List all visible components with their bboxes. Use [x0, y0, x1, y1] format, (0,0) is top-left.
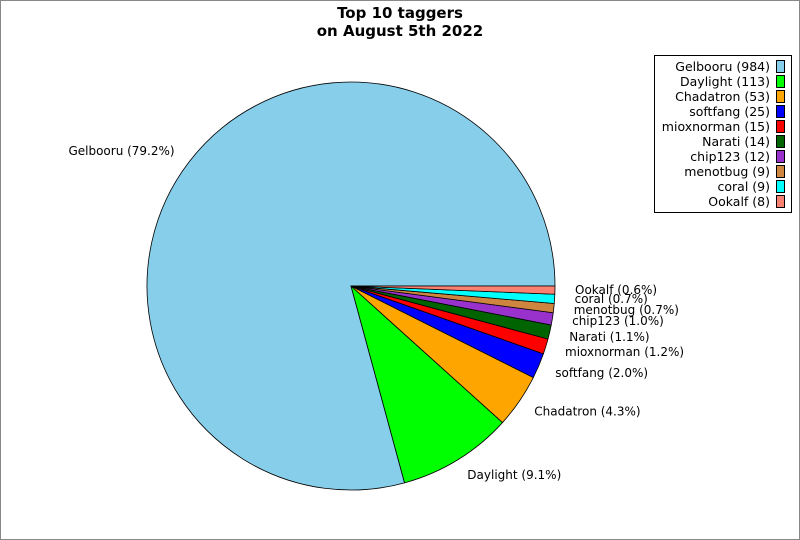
legend-swatch: [776, 75, 785, 88]
legend-item-softfang: softfang (25): [655, 104, 785, 119]
legend-label: Daylight (113): [680, 74, 770, 89]
legend-item-gelbooru: Gelbooru (984): [655, 59, 785, 74]
slice-label-softfang: softfang (2.0%): [555, 366, 648, 380]
legend-swatch: [776, 105, 785, 118]
slice-label-menotbug: menotbug (0.7%): [574, 303, 679, 317]
legend-swatch: [776, 150, 785, 163]
slice-labels: Gelbooru (79.2%) Daylight (9.1%) Chadatron…: [68, 144, 684, 482]
legend-label: softfang (25): [689, 104, 770, 119]
chart-title: Top 10 taggers on August 5th 2022: [1, 4, 799, 40]
legend: Gelbooru (984) Daylight (113) Chadatron (5…: [654, 55, 792, 213]
legend-item-ookalf: Ookalf (8): [655, 194, 785, 209]
chart-title-line-1: Top 10 taggers: [337, 4, 463, 22]
slice-label-ookalf: Ookalf (0.6%): [575, 283, 657, 297]
legend-label: Gelbooru (984): [675, 59, 770, 74]
legend-item-narati: Narati (14): [655, 134, 785, 149]
legend-item-chip123: chip123 (12): [655, 149, 785, 164]
legend-item-daylight: Daylight (113): [655, 74, 785, 89]
legend-item-coral: coral (9): [655, 179, 785, 194]
legend-label: menotbug (9): [684, 164, 770, 179]
legend-swatch: [776, 90, 785, 103]
legend-swatch: [776, 120, 785, 133]
slice-label-chip123: chip123 (1.0%): [572, 314, 664, 328]
pie-slices: [146, 81, 556, 491]
legend-label: Narati (14): [702, 134, 770, 149]
legend-label: coral (9): [717, 179, 770, 194]
legend-label: chip123 (12): [690, 149, 770, 164]
legend-item-mioxnorman: mioxnorman (15): [655, 119, 785, 134]
legend-swatch: [776, 135, 785, 148]
slice-label-daylight: Daylight (9.1%): [467, 468, 561, 482]
slice-label-narati: Narati (1.1%): [569, 330, 649, 344]
legend-label: mioxnorman (15): [661, 119, 770, 134]
legend-swatch: [776, 60, 785, 73]
chart-title-line-2: on August 5th 2022: [316, 22, 484, 40]
slice-label-gelbooru: Gelbooru (79.2%): [68, 144, 174, 158]
legend-swatch: [776, 180, 785, 193]
legend-item-chadatron: Chadatron (53): [655, 89, 785, 104]
legend-swatch: [776, 195, 785, 208]
pie-slice-daylight: [350, 285, 503, 484]
legend-item-menotbug: menotbug (9): [655, 164, 785, 179]
legend-label: Ookalf (8): [708, 194, 770, 209]
slice-label-chadatron: Chadatron (4.3%): [534, 404, 640, 418]
legend-label: Chadatron (53): [675, 89, 770, 104]
pie-slice-ookalf: [350, 285, 556, 295]
slice-label-coral: coral (0.7%): [575, 292, 648, 306]
legend-swatch: [776, 165, 785, 178]
slice-label-mioxnorman: mioxnorman (1.2%): [565, 345, 684, 359]
